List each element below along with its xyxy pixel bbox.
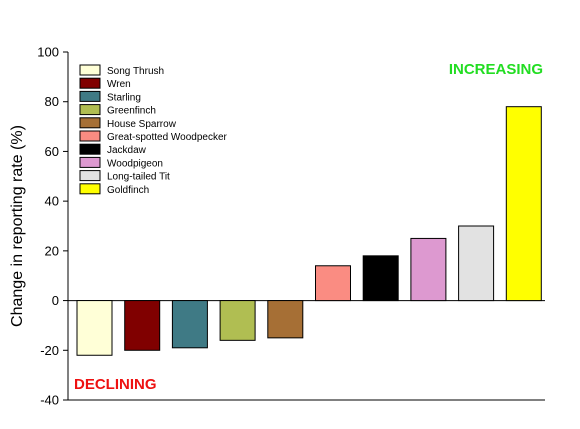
legend-swatch <box>79 130 101 142</box>
increasing-annotation: INCREASING <box>449 61 543 78</box>
legend-label: House Sparrow <box>107 119 177 130</box>
legend-label: Great-spotted Woodpecker <box>107 132 228 143</box>
legend-label: Goldfinch <box>107 185 149 196</box>
bar-song-thrush <box>76 300 113 356</box>
bar-long-tailed-tit <box>458 225 495 302</box>
legend-swatch <box>79 170 101 182</box>
bar-greenfinch <box>219 300 256 341</box>
y-axis-title: Change in reporting rate (%) <box>9 125 26 327</box>
bar-starling <box>171 300 208 349</box>
legend-swatch <box>79 143 101 155</box>
bar-great-spotted-woodpecker <box>315 265 351 302</box>
y-tick-label: -20 <box>40 343 59 358</box>
legend-label: Woodpigeon <box>107 158 163 169</box>
y-tick-label: -40 <box>40 393 59 408</box>
legend-swatch <box>79 90 101 102</box>
declining-annotation: DECLINING <box>74 376 157 393</box>
legend-swatch <box>79 156 101 168</box>
legend-swatch <box>79 77 101 89</box>
y-tick-label: 20 <box>45 243 59 258</box>
y-tick-label: 40 <box>45 194 59 209</box>
legend-label: Song Thrush <box>107 66 164 77</box>
y-tick-label: 60 <box>45 144 59 159</box>
bar-jackdaw <box>362 255 399 302</box>
legend-label: Long-tailed Tit <box>107 172 170 183</box>
legend-swatch <box>79 104 101 116</box>
legend-swatch <box>79 117 101 129</box>
legend-label: Starling <box>107 92 141 103</box>
bar-woodpigeon <box>410 237 447 302</box>
legend-swatch <box>79 64 101 76</box>
legend-swatch <box>79 183 101 195</box>
y-tick-label: 0 <box>52 293 59 308</box>
legend-label: Greenfinch <box>107 106 156 117</box>
y-tick-label: 80 <box>45 94 59 109</box>
legend-label: Jackdaw <box>107 145 147 156</box>
legend-label: Wren <box>107 79 131 90</box>
y-tick-label: 100 <box>37 45 59 60</box>
bar-goldfinch <box>505 106 542 302</box>
bars <box>76 106 542 356</box>
legend: Song Thrush Wren Starling Greenfinch House S… <box>79 64 228 196</box>
bar-wren <box>124 300 161 351</box>
bar-house-sparrow <box>267 300 304 339</box>
